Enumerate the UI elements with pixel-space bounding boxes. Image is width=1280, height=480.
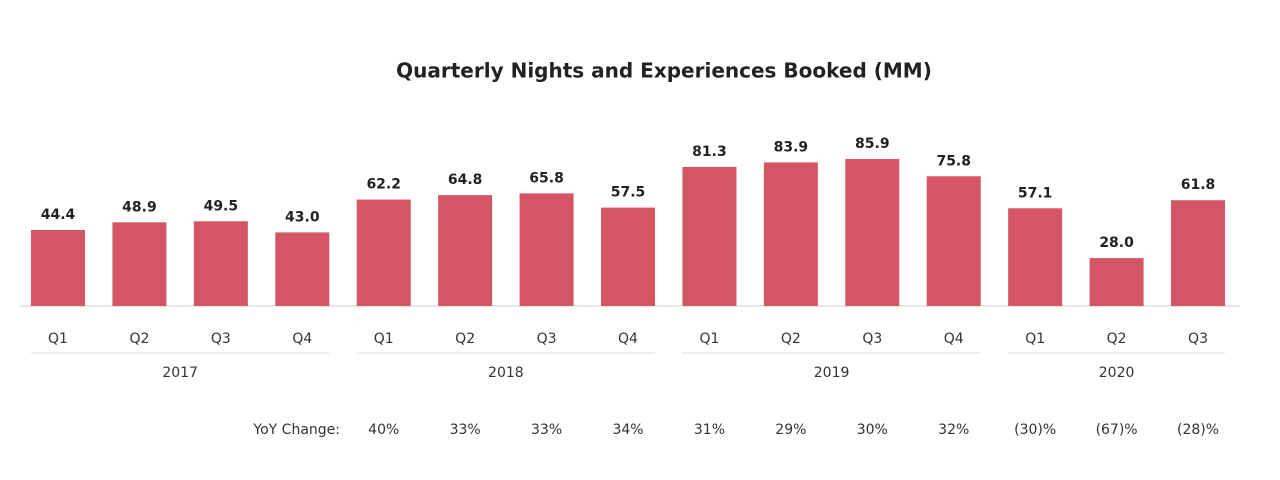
value-label: 61.8 [1181, 177, 1216, 193]
yoy-value: 40% [368, 422, 399, 438]
x-tick-label: Q1 [699, 331, 719, 347]
x-tick-label: Q2 [455, 331, 475, 347]
bar [519, 193, 574, 306]
group-label: 2017 [162, 365, 198, 381]
x-tick-label: Q2 [781, 331, 801, 347]
x-tick-label: Q1 [48, 331, 68, 347]
bar [31, 230, 85, 306]
value-label: 75.8 [936, 153, 971, 169]
x-tick-label: Q3 [211, 331, 231, 347]
value-label: 81.3 [692, 144, 727, 160]
yoy-value: 30% [857, 422, 888, 438]
value-label: 62.2 [366, 177, 401, 193]
yoy-value: 33% [531, 422, 562, 438]
bar [438, 195, 493, 306]
value-label: 44.4 [41, 207, 76, 223]
value-label: 57.1 [1018, 185, 1053, 201]
x-tick-label: Q2 [1107, 331, 1127, 347]
bar [682, 166, 737, 306]
chart-title: Quarterly Nights and Experiences Booked … [396, 59, 932, 83]
bar [356, 199, 411, 306]
bar [601, 207, 656, 306]
value-label: 83.9 [774, 139, 809, 155]
x-tick-label: Q4 [292, 331, 312, 347]
yoy-value: 32% [938, 422, 969, 438]
x-tick-label: Q1 [374, 331, 394, 347]
value-label: 28.0 [1099, 235, 1134, 251]
bar [1089, 258, 1144, 306]
bar [1171, 200, 1226, 306]
x-tick-label: Q3 [862, 331, 882, 347]
x-tick-label: Q1 [1025, 331, 1045, 347]
bar [112, 222, 167, 306]
bar [275, 232, 330, 306]
bar [193, 221, 248, 306]
x-tick-label: Q4 [944, 331, 964, 347]
yoy-value: 34% [612, 422, 643, 438]
yoy-value: (28)% [1177, 422, 1219, 438]
bar [763, 162, 818, 306]
value-label: 85.9 [855, 136, 890, 152]
value-label: 48.9 [122, 199, 157, 215]
yoy-value: 33% [450, 422, 481, 438]
yoy-value: 29% [775, 422, 806, 438]
bar [1008, 208, 1063, 306]
yoy-value: (67)% [1096, 422, 1138, 438]
yoy-title: YoY Change: [252, 422, 340, 438]
bar [926, 176, 981, 306]
yoy-value: (30)% [1014, 422, 1056, 438]
group-label: 2019 [814, 365, 850, 381]
x-tick-label: Q3 [1188, 331, 1208, 347]
value-label: 64.8 [448, 172, 483, 188]
value-label: 43.0 [285, 209, 320, 225]
group-label: 2018 [488, 365, 524, 381]
value-label: 49.5 [204, 198, 239, 214]
bar [845, 159, 900, 306]
x-tick-label: Q4 [618, 331, 638, 347]
x-tick-label: Q3 [537, 331, 557, 347]
value-label: 57.5 [611, 185, 646, 201]
x-tick-label: Q2 [129, 331, 149, 347]
value-label: 65.8 [529, 170, 564, 186]
group-label: 2020 [1099, 365, 1135, 381]
yoy-value: 31% [694, 422, 725, 438]
